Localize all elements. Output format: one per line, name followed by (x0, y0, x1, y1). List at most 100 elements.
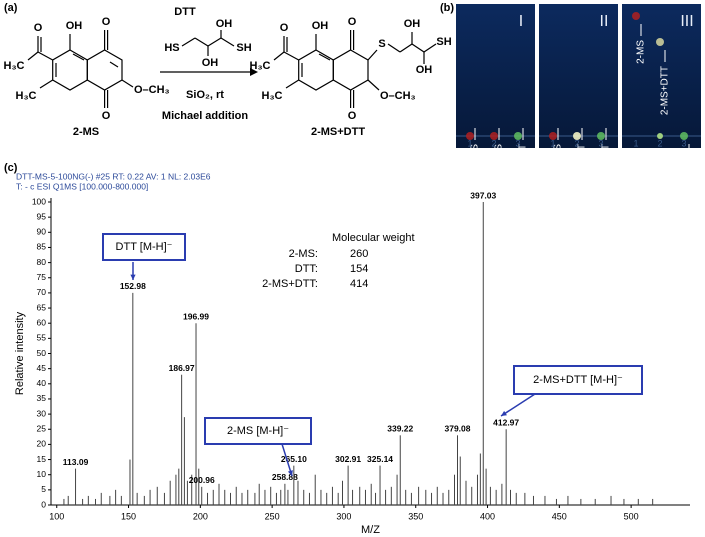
atom: OH (404, 18, 421, 30)
product-structure (273, 30, 437, 108)
compound-name: 2-MS (73, 126, 99, 138)
callout-box (513, 365, 643, 395)
compound-name: 2-MS+DTT (311, 126, 365, 138)
tlc-lane-label: 2-MS (636, 40, 647, 64)
mw-title: Molecular weight (332, 232, 415, 244)
tlc-spot (490, 132, 498, 140)
atom: O (102, 110, 111, 122)
y-tick-label: 45 (37, 363, 47, 373)
mw-name: 2-MS+DTT: (262, 278, 318, 290)
callout-text: 2-MS [M-H]⁻ (227, 425, 289, 437)
tlc-lane-label: 2-MS (494, 144, 505, 168)
panel-label: (a) (4, 2, 18, 14)
peak-label: 325.14 (367, 454, 393, 464)
spectrum-header: T: - c ESI Q1MS [100.000-800.000] (16, 181, 148, 191)
y-tick-label: 25 (37, 424, 47, 434)
tlc-spot (656, 38, 664, 46)
peak-label: 265.10 (281, 454, 307, 464)
tlc-lane-label: 2-MS+DTT (577, 144, 588, 193)
y-tick-label: 30 (37, 408, 47, 418)
x-tick-label: 350 (408, 511, 423, 521)
atom: HS (164, 42, 179, 54)
y-tick-label: 100 (32, 196, 46, 206)
tlc-spot (573, 132, 581, 140)
tlc-spot (632, 12, 640, 20)
peak-label: 200.96 (189, 475, 215, 485)
reactant-structure (27, 30, 134, 108)
x-tick-label: 500 (624, 511, 639, 521)
callout-box (204, 417, 312, 445)
peak-label: 186.97 (169, 363, 195, 373)
atom: O (348, 16, 357, 28)
tlc-lane-number: 3 (515, 138, 520, 148)
peak-label: 152.98 (120, 281, 146, 291)
atom: S (378, 38, 385, 50)
x-axis-title: M/Z (361, 524, 380, 536)
y-tick-label: 55 (37, 333, 47, 343)
tlc-lane-number: 1 (633, 138, 638, 148)
tlc-plate-title: III (680, 13, 693, 30)
y-tick-label: 75 (37, 272, 47, 282)
tlc-lane-number: 1 (467, 138, 472, 148)
tlc-lane-number: 1 (550, 138, 555, 148)
callout-arrow (500, 393, 536, 417)
condition: Michael addition (162, 110, 248, 122)
y-tick-label: 5 (41, 484, 46, 494)
tlc-plate (622, 4, 701, 148)
callout-text: DTT [M-H]⁻ (116, 241, 173, 253)
atom: H₃C (16, 90, 37, 102)
mw-name: 2-MS: (289, 248, 318, 260)
atom: O (34, 22, 43, 34)
tlc-spot (514, 132, 522, 140)
callout-arrowhead (501, 410, 507, 416)
x-tick-label: 200 (193, 511, 208, 521)
y-tick-label: 70 (37, 287, 47, 297)
mass-spectrum: DTT-MS-5-100NG(-) #25 RT: 0.22 AV: 1 NL:… (14, 171, 690, 536)
atom: OH (202, 57, 219, 69)
y-axis-title: Relative intensity (14, 311, 26, 395)
tlc-lane-label: DTT (518, 144, 529, 163)
callout-text: 2-MS+DTT [M-H]⁻ (533, 374, 623, 386)
tlc-lane-label: DTT (684, 160, 695, 179)
y-tick-label: 40 (37, 378, 47, 388)
reagent-structure (160, 30, 250, 73)
y-tick-label: 15 (37, 454, 47, 464)
atom: O (348, 110, 357, 122)
peak-label: 379.08 (444, 424, 470, 434)
y-tick-label: 65 (37, 302, 47, 312)
tlc-spot (549, 132, 557, 140)
mw-value: 414 (350, 278, 368, 290)
atom: O (280, 22, 289, 34)
callout-arrow (281, 443, 293, 477)
peak-label: 258.88 (272, 472, 298, 482)
atom: OH (416, 64, 433, 76)
tlc-spot (657, 133, 663, 139)
tlc-lane-label: 2-MS (553, 144, 564, 168)
condition: SiO₂, rt (186, 89, 224, 101)
atom: OH (66, 20, 83, 32)
tlc-lane-label: 2-MS+DTT (660, 66, 671, 115)
x-tick-label: 400 (480, 511, 495, 521)
reaction-arrow (250, 68, 258, 76)
callout-box (102, 233, 186, 261)
atom: SH (236, 42, 251, 54)
callout-arrowhead (130, 274, 136, 280)
atom: H₃C (4, 60, 25, 72)
peak-label: 196.99 (183, 311, 209, 321)
y-tick-label: 80 (37, 257, 47, 267)
atom: H₃C (262, 90, 283, 102)
peak-label: 397.03 (470, 190, 496, 200)
tlc-lane-number: 2 (574, 138, 579, 148)
spectrum-header: DTT-MS-5-100NG(-) #25 RT: 0.22 AV: 1 NL:… (16, 171, 211, 181)
y-tick-label: 50 (37, 348, 47, 358)
tlc-plate (539, 4, 618, 148)
y-tick-label: 0 (41, 499, 46, 509)
peak-label: 412.97 (493, 418, 519, 428)
y-tick-label: 90 (37, 227, 47, 237)
mw-value: 154 (350, 263, 368, 275)
peak-label: 339.22 (387, 424, 413, 434)
atom: O (102, 16, 111, 28)
peak-label: 302.91 (335, 454, 361, 464)
panel-label: (b) (440, 2, 454, 14)
tlc-lane-label: DTT (601, 144, 612, 163)
